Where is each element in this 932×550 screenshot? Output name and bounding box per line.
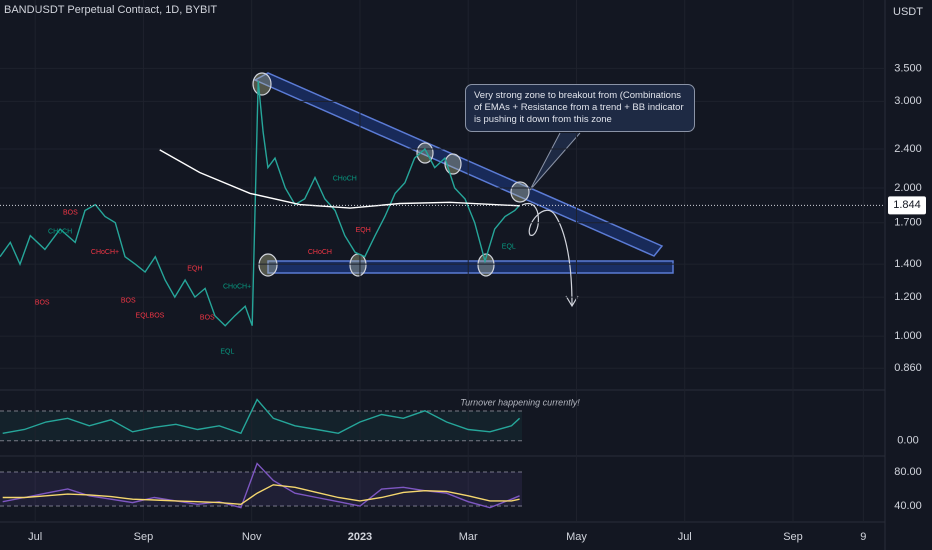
touch-circles <box>252 72 530 277</box>
last-price-box <box>888 196 926 215</box>
x-tick-label: May <box>566 531 587 543</box>
marker-label: CHoCH+ <box>91 249 119 256</box>
y-tick-label: 1.000 <box>894 330 922 342</box>
y-tick-label: 1.700 <box>894 217 922 229</box>
support-zone <box>267 260 674 274</box>
marker-label: CHoCH <box>333 175 357 182</box>
x-tick-label: Jul <box>678 531 692 543</box>
projection-arrow <box>521 202 573 306</box>
y-tick-label: 2.000 <box>894 182 922 194</box>
series-line <box>2 398 521 435</box>
marker-label: BOS <box>35 299 50 306</box>
y-tick-label: 2.400 <box>894 143 922 155</box>
trend-channel <box>253 72 664 257</box>
marker-label: EQLBOS <box>136 313 165 320</box>
series-line <box>2 484 520 506</box>
x-tick-label: 9 <box>860 531 866 543</box>
drawings <box>0 0 886 550</box>
x-tick-label: Jul <box>28 531 42 543</box>
x-tick-label: Nov <box>242 531 262 543</box>
rsi-band <box>0 472 522 506</box>
currency: USDT <box>893 6 923 18</box>
marker-label: CHoCH <box>48 229 72 236</box>
annotation: Turnover happening currently! <box>460 397 580 407</box>
y-tick-label: 80.00 <box>894 466 922 478</box>
marker-label: CHoCH <box>308 249 332 256</box>
x-tick-label: Sep <box>783 531 803 543</box>
marker-label: EQH <box>187 266 202 273</box>
annotation-note: Very strong zone to breakout from (Combi… <box>465 84 695 132</box>
series-line <box>2 462 520 509</box>
y-tick-label: 0.00 <box>897 435 918 447</box>
y-tick-label: 1.200 <box>894 291 922 303</box>
y-tick-label: 3.500 <box>894 62 922 74</box>
marker-label: EQH <box>356 227 371 234</box>
title: BANDUSDT Perpetual Contract, 1D, BYBIT <box>4 4 217 16</box>
y-tick-label: 1.400 <box>894 258 922 270</box>
x-tick-label: 2023 <box>348 531 372 543</box>
marker-label: CHoCH+ <box>223 284 251 291</box>
series-line <box>159 149 520 209</box>
series-line <box>0 80 521 327</box>
marker-label: EQL <box>502 243 516 250</box>
x-tick-label: Mar <box>459 531 478 543</box>
y-tick-label: 0.860 <box>894 362 922 374</box>
marker-label: BOS <box>200 315 215 322</box>
note-pointer <box>529 132 581 191</box>
osc-band <box>0 411 522 441</box>
marker-label: BOS <box>63 210 78 217</box>
x-tick-label: Sep <box>134 531 154 543</box>
y-tick-label: 3.000 <box>894 95 922 107</box>
last-price-label: 1.844 <box>893 199 921 211</box>
marker-label: BOS <box>121 298 136 305</box>
marker-label: EQL <box>220 348 234 355</box>
y-tick-label: 40.00 <box>894 500 922 512</box>
